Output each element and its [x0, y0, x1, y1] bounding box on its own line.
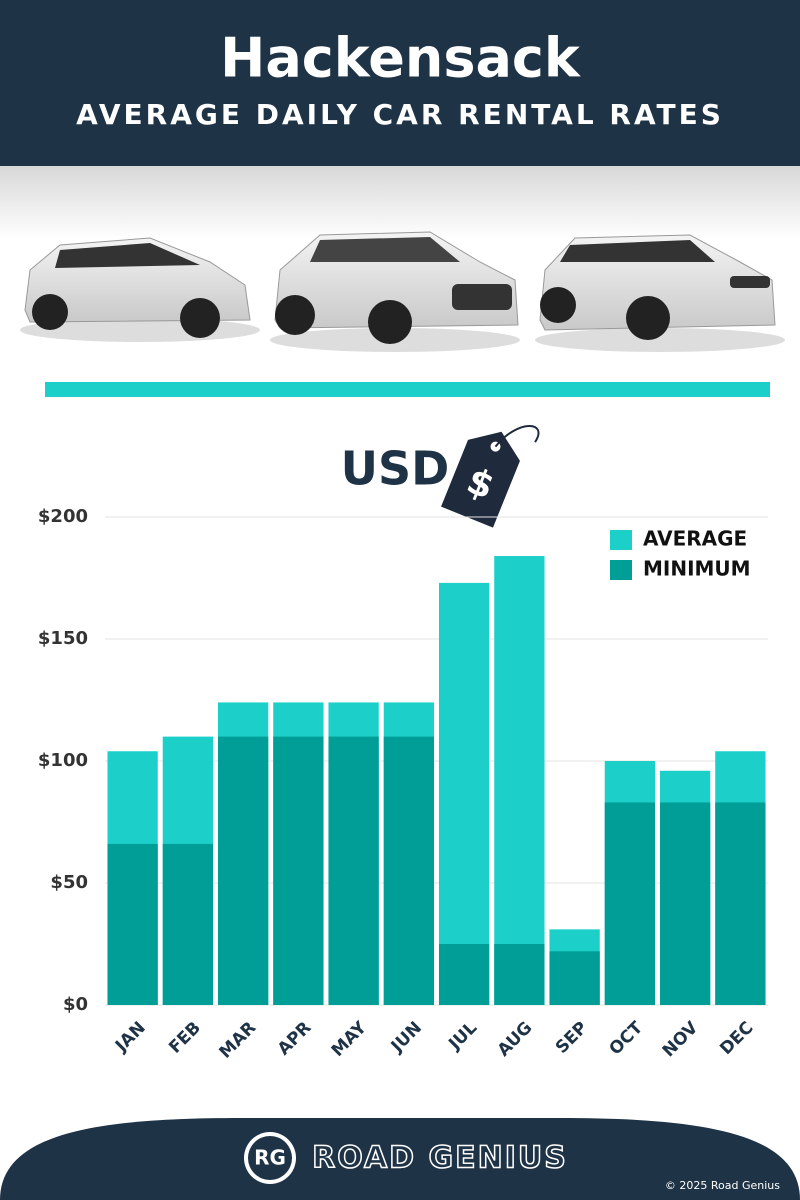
y-tick-label: $150 — [38, 628, 88, 649]
y-tick-label: $0 — [63, 994, 88, 1015]
bar — [715, 802, 766, 1005]
bar — [438, 944, 490, 1005]
bar — [107, 843, 158, 1005]
bar — [604, 802, 656, 1005]
bar — [494, 556, 545, 1005]
y-tick-label: $50 — [50, 872, 88, 893]
bar — [383, 736, 435, 1005]
car — [20, 237, 260, 342]
legend-label: MINIMUM — [643, 557, 751, 581]
bar — [659, 802, 711, 1005]
bar — [438, 582, 490, 1005]
car — [535, 234, 785, 352]
bar — [494, 944, 545, 1005]
price-tag: $ — [441, 424, 540, 528]
bar — [217, 736, 269, 1005]
logo-inner — [248, 1136, 292, 1180]
bar — [328, 736, 379, 1005]
y-tick-label: $200 — [38, 506, 88, 527]
footer — [0, 1118, 800, 1200]
brand: ROAD GENIUS — [312, 1141, 568, 1176]
divider — [45, 382, 770, 397]
car — [270, 231, 520, 352]
bar — [549, 951, 600, 1005]
cars — [20, 231, 785, 352]
legend-swatch — [610, 560, 632, 580]
bar — [273, 736, 324, 1005]
y-tick-label: $100 — [38, 750, 88, 771]
legend-label: AVERAGE — [643, 527, 747, 551]
title: Hackensack — [220, 27, 581, 90]
legend-swatch — [610, 530, 632, 550]
subtitle: AVERAGE DAILY CAR RENTAL RATES — [76, 98, 724, 131]
copyright: © 2025 Road Genius — [665, 1179, 780, 1192]
bar — [162, 843, 214, 1005]
header — [0, 0, 800, 166]
logo: RG — [254, 1146, 286, 1170]
unit-label: USD — [341, 442, 450, 496]
